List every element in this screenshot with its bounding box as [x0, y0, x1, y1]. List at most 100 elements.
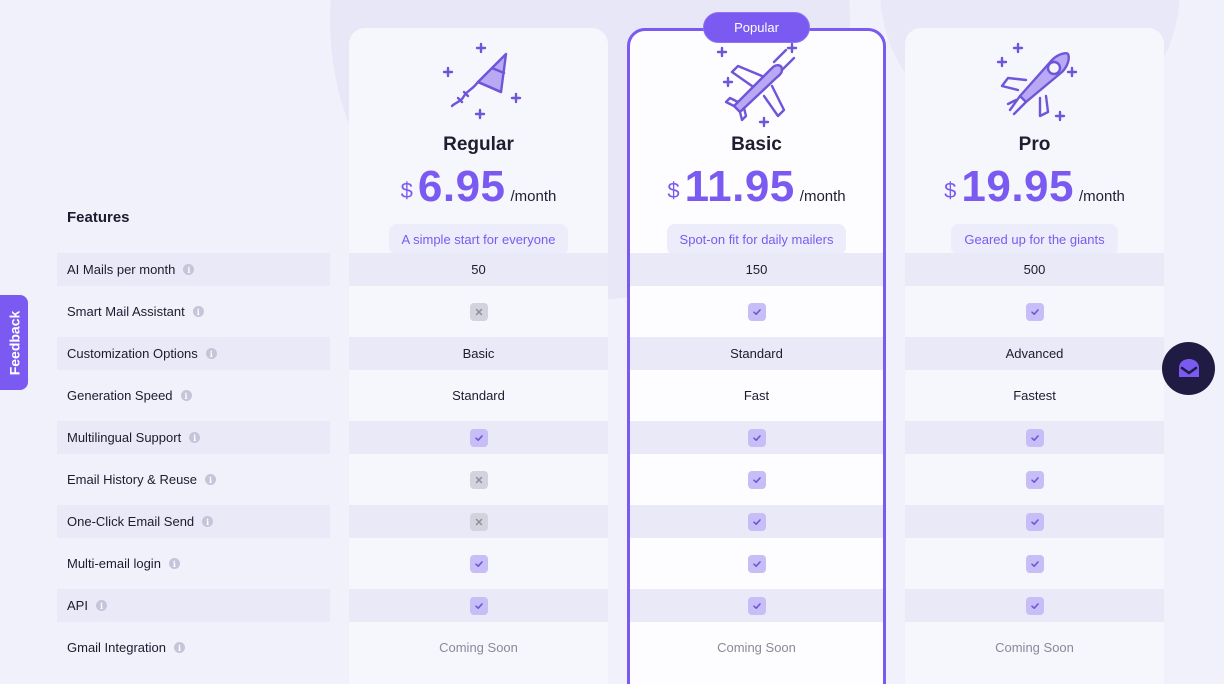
feature-comparison-table: AI Mails per month i 50 150 500 Smart Mail As…: [57, 253, 1164, 673]
feature-label-text: Email History & Reuse: [67, 472, 198, 487]
feature-value-text: 500: [1023, 262, 1046, 277]
feature-value-pro: Coming Soon: [905, 631, 1164, 664]
feature-value-regular: [349, 547, 608, 580]
price-period: /month: [799, 188, 846, 205]
feature-label-text: API: [67, 598, 88, 613]
feature-value-pro: [905, 295, 1164, 328]
feature-value-regular: [349, 421, 608, 454]
check-icon: [469, 554, 488, 573]
feature-value-basic: [630, 505, 883, 538]
price: $ 19.95 /month: [905, 162, 1164, 212]
info-icon[interactable]: i: [174, 642, 185, 653]
info-icon[interactable]: i: [202, 516, 214, 527]
feature-label-text: Generation Speed: [67, 388, 173, 403]
cross-icon: [469, 470, 488, 489]
info-icon[interactable]: i: [189, 432, 201, 443]
feature-value-text: Basic: [462, 346, 495, 361]
feature-value-text: Coming Soon: [717, 640, 796, 655]
table-row: API i: [57, 589, 1164, 631]
feature-value-basic: Standard: [630, 337, 883, 370]
feature-value-text: Fast: [743, 388, 770, 403]
price-amount: 19.95: [961, 162, 1074, 211]
table-row: Email History & Reuse i: [57, 463, 1164, 505]
check-icon: [747, 554, 766, 573]
chat-button[interactable]: [1162, 342, 1215, 395]
plan-tagline: Spot-on fit for daily mailers: [666, 224, 847, 255]
check-icon: [747, 470, 766, 489]
price-period: /month: [510, 188, 557, 205]
feature-value-text: 150: [745, 262, 768, 277]
feature-value-pro: Fastest: [905, 379, 1164, 412]
feature-value-text: Coming Soon: [995, 640, 1074, 655]
feature-value-pro: Advanced: [905, 337, 1164, 370]
info-icon[interactable]: i: [95, 600, 107, 611]
feature-value-basic: Coming Soon: [630, 631, 883, 664]
feature-label-text: Multi-email login: [67, 556, 161, 571]
plan-name: Pro: [1018, 134, 1051, 155]
feature-label-text: Customization Options: [67, 346, 198, 361]
feature-value-regular: Basic: [349, 337, 608, 370]
feature-value-text: Coming Soon: [439, 640, 518, 655]
feature-value-text: Standard: [730, 346, 783, 361]
feature-label-text: Multilingual Support: [67, 430, 182, 445]
feature-value-text: 50: [471, 262, 486, 277]
feature-value-basic: [630, 421, 883, 454]
info-icon[interactable]: i: [205, 348, 217, 359]
feature-value-pro: [905, 589, 1164, 622]
feature-value-basic: 150: [630, 253, 883, 286]
check-icon: [747, 596, 766, 615]
table-row: Multi-email login i: [57, 547, 1164, 589]
cross-icon: [469, 512, 488, 531]
price-currency: $: [667, 178, 680, 203]
feature-label: Smart Mail Assistant i: [57, 295, 330, 328]
feature-label: Customization Options i: [57, 337, 330, 370]
check-icon: [469, 596, 488, 615]
price-currency: $: [400, 178, 413, 203]
check-icon: [747, 512, 766, 531]
popular-badge: Popular: [703, 12, 810, 43]
feature-value-basic: [630, 547, 883, 580]
feature-label: Generation Speed i: [57, 379, 330, 412]
price-amount: 6.95: [417, 162, 506, 211]
feature-value-regular: [349, 295, 608, 328]
check-icon: [1025, 470, 1044, 489]
feature-value-regular: [349, 505, 608, 538]
feature-value-pro: 500: [905, 253, 1164, 286]
feature-value-regular: [349, 589, 608, 622]
feedback-button[interactable]: Feedback: [0, 295, 28, 390]
table-row: Smart Mail Assistant i: [57, 295, 1164, 337]
feature-value-pro: [905, 421, 1164, 454]
info-icon[interactable]: i: [180, 390, 192, 401]
info-icon[interactable]: i: [205, 474, 217, 485]
plan-header-basic: Basic $ 11.95 /month Spot-on fit for dai…: [627, 40, 886, 255]
check-icon: [1025, 596, 1044, 615]
info-icon[interactable]: i: [183, 264, 195, 275]
check-icon: [469, 428, 488, 447]
feature-value-text: Fastest: [1013, 388, 1056, 403]
feature-value-basic: [630, 295, 883, 328]
features-heading: Features: [67, 209, 130, 226]
info-icon[interactable]: i: [192, 306, 204, 317]
feature-label: One-Click Email Send i: [57, 505, 330, 538]
kite-icon: [442, 42, 521, 120]
plan-tagline: Geared up for the giants: [951, 224, 1118, 255]
feature-value-regular: Coming Soon: [349, 631, 608, 664]
table-row: Multilingual Support i: [57, 421, 1164, 463]
info-icon[interactable]: i: [168, 558, 180, 569]
feature-label: Multi-email login i: [57, 547, 330, 580]
feature-label: API i: [57, 589, 330, 622]
feature-value-regular: [349, 463, 608, 496]
feature-value-pro: [905, 547, 1164, 580]
table-row: Generation Speed i Standard Fast Fastest: [57, 379, 1164, 421]
feature-label-text: Gmail Integration: [67, 640, 166, 655]
table-row: Gmail Integration i Coming Soon Coming Soon…: [57, 631, 1164, 673]
price-period: /month: [1079, 188, 1125, 205]
feature-label-text: One-Click Email Send: [67, 514, 195, 529]
check-icon: [1025, 512, 1044, 531]
table-row: Customization Options i Basic Standard Advan…: [57, 337, 1164, 379]
plan-name: Regular: [443, 134, 514, 155]
feature-value-text: Advanced: [1005, 346, 1064, 361]
cross-icon: [469, 302, 488, 321]
plan-header-pro: Pro $ 19.95 /month Geared up for the gia…: [905, 40, 1164, 255]
check-icon: [747, 428, 766, 447]
